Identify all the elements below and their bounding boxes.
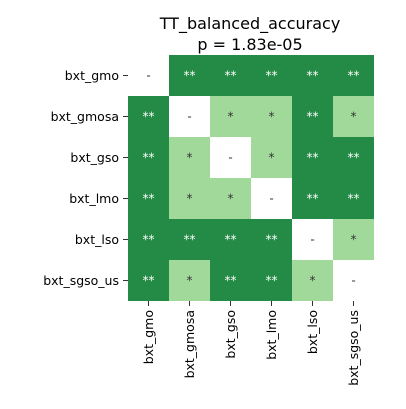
heatmap-cell-label: ** [307, 151, 319, 165]
heatmap-cell-label: * [351, 110, 357, 124]
x-tick-label: bxt_lmo [264, 310, 279, 360]
y-tick-label: bxt_gmosa [51, 109, 119, 124]
heatmap-cell-label: ** [348, 192, 360, 206]
y-tick-label: bxt_sgso_us [43, 273, 119, 288]
heatmap-cell-label: ** [348, 69, 360, 83]
chart-subtitle: p = 1.83e-05 [197, 35, 302, 54]
x-tick-label: bxt_gmosa [182, 310, 197, 378]
y-tick-label: bxt_gmo [65, 68, 119, 83]
x-tick-label: bxt_gmo [141, 310, 156, 364]
heatmap-cell-label: - [269, 192, 273, 206]
heatmap-cell-label: * [269, 110, 275, 124]
chart-title: TT_balanced_accuracy [159, 14, 341, 34]
heatmap-cell-label: ** [143, 192, 155, 206]
heatmap-cell-label: ** [143, 274, 155, 288]
heatmap-cell-label: ** [307, 110, 319, 124]
heatmap-cell-label: * [351, 233, 357, 247]
heatmap-cell-label: - [146, 69, 150, 83]
y-tick-label: bxt_gso [70, 150, 119, 165]
heatmap-cell-label: * [310, 274, 316, 288]
heatmap-cell-label: * [187, 274, 193, 288]
heatmap-cells: - ** ** ** ** **** - * * ** *** * - * ** **** * * - ** **** *… [128, 55, 374, 301]
x-tick-label: bxt_lso [305, 310, 320, 354]
heatmap-cell-label: - [351, 274, 355, 288]
heatmap-cell-label: * [187, 192, 193, 206]
heatmap-cell-label: * [187, 151, 193, 165]
heatmap-cell-label: * [269, 151, 275, 165]
heatmap-cell-label: ** [184, 69, 196, 83]
y-tick-label: bxt_lso [75, 232, 119, 247]
x-tick-label: bxt_gso [223, 310, 238, 359]
heatmap-cell-label: ** [143, 151, 155, 165]
heatmap-cell-label: - [187, 110, 191, 124]
heatmap-cell-label: ** [225, 233, 237, 247]
heatmap-cell-label: ** [266, 69, 278, 83]
heatmap-cell-label: ** [143, 110, 155, 124]
heatmap-cell-label: ** [266, 274, 278, 288]
heatmap-cell-label: ** [225, 69, 237, 83]
heatmap-cell-label: ** [307, 192, 319, 206]
heatmap-cell-label: ** [266, 233, 278, 247]
heatmap-cell-label: - [228, 151, 232, 165]
y-tick-label: bxt_lmo [69, 191, 119, 206]
heatmap-cell-label: ** [184, 233, 196, 247]
y-axis-ticks: bxt_gmo bxt_gmosa bxt_gso bxt_lmo bxt_lsobxt… [43, 68, 128, 288]
heatmap-cell-label: ** [143, 233, 155, 247]
heatmap-cell-label: ** [307, 69, 319, 83]
heatmap-cell-label: - [310, 233, 314, 247]
heatmap-cell-label: ** [225, 274, 237, 288]
heatmap-cell-label: ** [348, 151, 360, 165]
x-axis-ticks: bxt_gmo bxt_gmosa bxt_gso bxt_lmo bxt_lso bxt… [141, 301, 361, 386]
x-tick-label: bxt_sgso_us [346, 310, 361, 386]
heatmap-cell-label: * [228, 110, 234, 124]
heatmap-cell-label: * [228, 192, 234, 206]
